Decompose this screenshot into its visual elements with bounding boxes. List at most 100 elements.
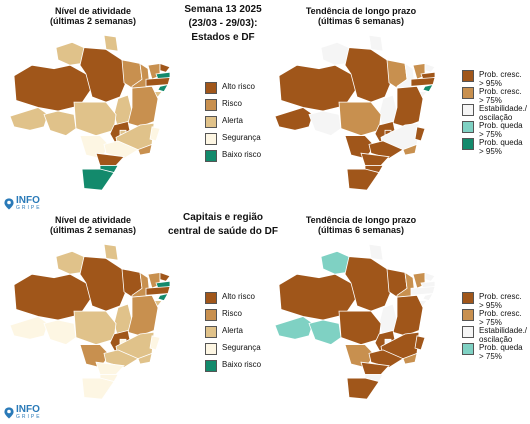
state-mt	[73, 310, 117, 346]
br-title-line1: Tendência de longo prazo	[305, 215, 417, 225]
legend-item: Segurança	[205, 133, 261, 145]
legend-swatch	[205, 133, 217, 145]
state-ap	[368, 243, 384, 261]
state-rs	[81, 377, 115, 400]
state-rj	[402, 352, 418, 365]
bl-title-line1: Nível de atividade	[54, 215, 132, 225]
legend-swatch	[205, 343, 217, 355]
legend-label: Baixo risco	[222, 360, 262, 369]
legend-item: Estabilidade./ oscilação	[462, 104, 527, 122]
legend-label: Alerta	[222, 326, 243, 335]
legend-item: Alerta	[205, 116, 243, 128]
legend-swatch	[462, 292, 474, 304]
capitals-header: Capitais e região central de saúde do DF	[158, 211, 288, 239]
logo-sub: GRIPE	[16, 414, 42, 420]
state-ms	[79, 344, 111, 368]
scope-label: Estados e DF	[191, 32, 255, 43]
tr-title-line2: (últimas 6 semanas)	[317, 16, 405, 26]
state-mt	[73, 101, 117, 137]
legend-swatch	[462, 104, 474, 116]
tr-title-line1: Tendência de longo prazo	[305, 6, 417, 16]
state-ac	[274, 315, 314, 340]
week-label: Semana 13 2025	[184, 4, 262, 15]
legend-swatch	[205, 150, 217, 162]
state-ms	[344, 135, 376, 159]
legend-label: Risco	[222, 99, 243, 108]
state-ro	[43, 110, 77, 137]
state-al	[157, 83, 169, 93]
state-rn	[424, 271, 436, 282]
state-rs	[81, 168, 115, 191]
legend-label: Alerta	[222, 116, 243, 125]
legend-label: Alto risco	[222, 82, 255, 91]
state-rn	[159, 271, 171, 282]
legend-swatch	[462, 326, 474, 338]
legend-item: Prob. cresc. > 95%	[462, 292, 522, 310]
state-rj	[402, 143, 418, 156]
legend-swatch	[462, 87, 474, 99]
state-ac	[274, 106, 314, 131]
infogripe-logo-top: INFO GRIPE	[4, 196, 42, 211]
legend-label: Estabilidade./ oscilação	[479, 326, 528, 344]
legend-trend-top: Prob. cresc. > 95% Prob. cresc. > 75% Esta…	[462, 70, 530, 160]
legend-label: Prob. cresc. > 75%	[479, 87, 522, 105]
state-sp	[103, 140, 139, 159]
state-sp	[368, 349, 404, 368]
info-pin-icon	[4, 406, 14, 419]
state-ro	[43, 319, 77, 346]
state-ba	[392, 294, 424, 337]
legend-swatch	[205, 292, 217, 304]
state-pa	[79, 256, 129, 312]
logo-main: INFO	[16, 404, 40, 415]
legend-swatch	[205, 82, 217, 94]
legend-item: Prob. cresc. > 75%	[462, 87, 522, 105]
state-ac	[9, 106, 49, 131]
tr-title: Tendência de longo prazo (últimas 6 sema…	[296, 6, 426, 26]
state-rr	[55, 250, 85, 275]
legend-activity-bottom: Alto risco Risco Alerta Segurança Baixo risc…	[205, 292, 275, 382]
map-trend-capitals	[274, 243, 436, 400]
state-rj	[137, 352, 153, 365]
legend-label: Alto risco	[222, 292, 255, 301]
state-sp	[368, 140, 404, 159]
legend-swatch	[205, 360, 217, 372]
state-ms	[79, 135, 111, 159]
state-es	[149, 126, 161, 142]
legend-item: Prob. queda > 75%	[462, 121, 523, 139]
bl-title: Nível de atividade (últimas 2 semanas)	[38, 215, 148, 235]
state-pa	[79, 47, 129, 103]
bl-title-line2: (últimas 2 semanas)	[49, 225, 137, 235]
legend-item: Baixo risco	[205, 150, 261, 162]
legend-item: Alto risco	[205, 82, 255, 94]
state-rn	[159, 62, 171, 73]
legend-label: Segurança	[222, 343, 261, 352]
legend-label: Baixo risco	[222, 150, 262, 159]
state-rr	[320, 250, 350, 275]
legend-swatch	[462, 70, 474, 82]
state-rr	[55, 41, 85, 66]
legend-item: Risco	[205, 99, 242, 111]
state-rs	[346, 377, 380, 400]
state-rr	[320, 41, 350, 66]
state-es	[149, 335, 161, 351]
br-title-line2: (últimas 6 semanas)	[317, 225, 405, 235]
legend-label: Segurança	[222, 133, 261, 142]
state-pa	[344, 256, 394, 312]
legend-item: Risco	[205, 309, 242, 321]
legend-label: Risco	[222, 309, 243, 318]
state-es	[414, 126, 426, 142]
legend-swatch	[205, 326, 217, 338]
legend-swatch	[205, 309, 217, 321]
state-mt	[338, 310, 382, 346]
state-rs	[346, 168, 380, 191]
legend-label: Prob. queda > 95%	[479, 138, 523, 156]
legend-trend-bottom: Prob. cresc. > 95% Prob. cresc. > 75% Esta…	[462, 292, 530, 372]
date-range: (23/03 - 29/03):	[188, 18, 258, 29]
state-sp	[103, 349, 139, 368]
map-activity-states	[9, 34, 171, 191]
tl-title-line1: Nível de atividade	[54, 6, 132, 16]
logo-main: INFO	[16, 195, 40, 206]
tl-title-line2: (últimas 2 semanas)	[49, 16, 137, 26]
state-al	[422, 83, 434, 93]
state-ap	[103, 243, 119, 261]
